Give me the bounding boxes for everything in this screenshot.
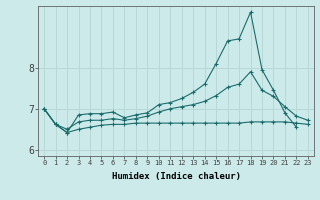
X-axis label: Humidex (Indice chaleur): Humidex (Indice chaleur): [111, 172, 241, 181]
